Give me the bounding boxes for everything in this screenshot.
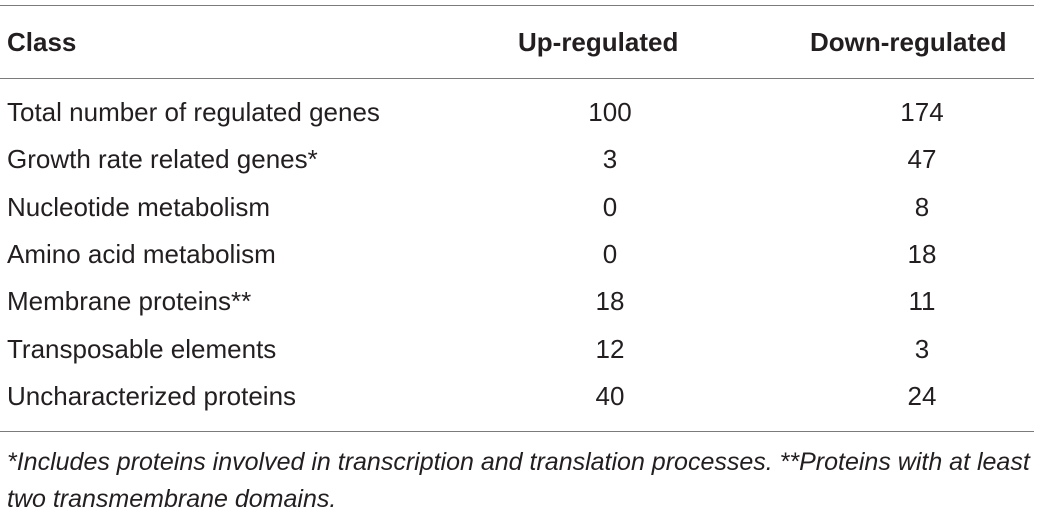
row-class-label: Total number of regulated genes [7, 97, 380, 127]
row-up-value: 0 [602, 192, 618, 222]
header-down-regulated: Down-regulated [810, 27, 1007, 57]
table-row: Growth rate related genes* 3 47 [0, 136, 1040, 182]
table-bottom-rule [0, 431, 1034, 432]
row-down-value: 174 [900, 97, 944, 127]
table-row: Nucleotide metabolism 0 8 [0, 184, 1040, 230]
header-up-regulated: Up-regulated [518, 27, 679, 57]
row-down-value: 8 [914, 192, 930, 222]
table-row: Transposable elements 12 3 [0, 326, 1040, 372]
row-down-value: 3 [914, 334, 930, 364]
row-down-value: 18 [907, 239, 937, 269]
row-down-value: 24 [907, 381, 937, 411]
table-footnote: *Includes proteins involved in transcrip… [7, 448, 1030, 513]
header-class: Class [7, 27, 77, 57]
row-class-label: Growth rate related genes* [7, 144, 318, 174]
row-class-label: Membrane proteins** [7, 286, 252, 316]
row-class-label: Transposable elements [7, 334, 277, 364]
table-row: Amino acid metabolism 0 18 [0, 231, 1040, 277]
row-up-value: 12 [595, 334, 625, 364]
table-header-row: Class Up-regulated Down-regulated [0, 19, 1040, 65]
row-up-value: 100 [588, 97, 632, 127]
row-class-label: Uncharacterized proteins [7, 381, 297, 411]
row-up-value: 3 [602, 144, 618, 174]
row-down-value: 11 [908, 286, 936, 316]
table-header-rule [0, 78, 1034, 79]
table-row: Uncharacterized proteins 40 24 [0, 373, 1040, 419]
row-up-value: 0 [602, 239, 618, 269]
row-up-value: 18 [595, 286, 625, 316]
table-row: Total number of regulated genes 100 174 [0, 89, 1040, 135]
row-up-value: 40 [595, 381, 625, 411]
table-top-rule [0, 5, 1034, 6]
row-class-label: Nucleotide metabolism [7, 192, 271, 222]
table-row: Membrane proteins** 18 11 [0, 278, 1040, 324]
row-down-value: 47 [907, 144, 937, 174]
row-class-label: Amino acid metabolism [7, 239, 276, 269]
